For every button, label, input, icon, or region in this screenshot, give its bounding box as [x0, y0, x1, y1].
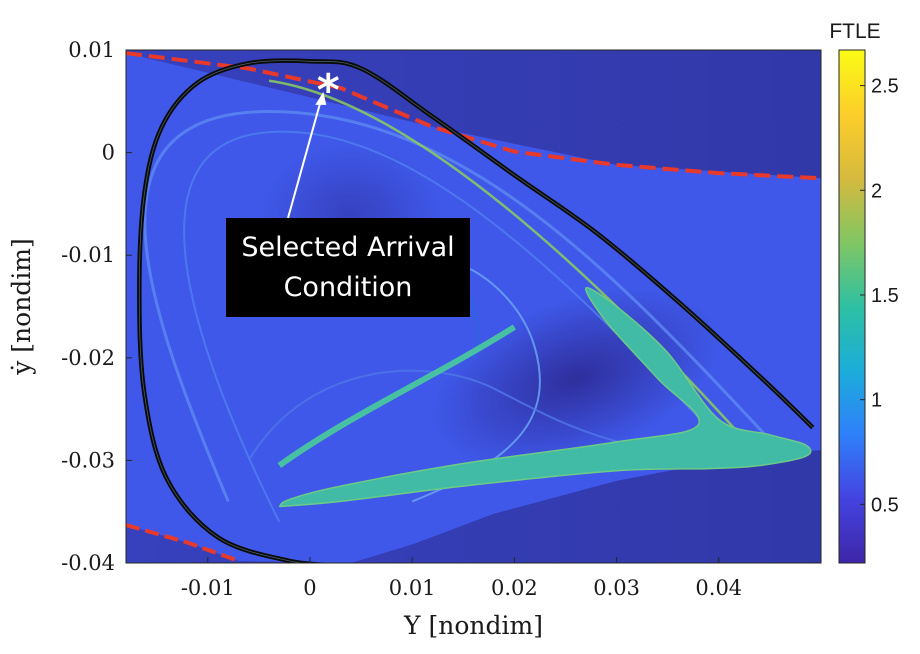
- ftle-high-branch: [277, 324, 516, 468]
- y-tick-label: -0.02: [61, 346, 115, 370]
- trajectory-curve-highlight: [138, 60, 814, 563]
- plot-frame: [125, 49, 822, 564]
- colorbar-tick-label: 1: [871, 390, 882, 412]
- colorbar: [838, 49, 866, 564]
- x-tick-label: -0.01: [181, 576, 235, 600]
- x-axis-label: Y [nondim]: [403, 611, 543, 640]
- y-tick-label: -0.01: [61, 243, 115, 267]
- colorbar-tick-label: 0.5: [871, 494, 899, 516]
- boundary-lower-dashed: [126, 523, 240, 563]
- selected-point-marker: *: [317, 65, 340, 116]
- ftle-ridge-2: [183, 130, 730, 523]
- x-tick-label: 0.04: [695, 576, 742, 600]
- y-tick-label: -0.04: [61, 551, 115, 575]
- annotation-arrow-line: [287, 98, 323, 219]
- annotation-box: [226, 218, 470, 317]
- ftle-high-band: [278, 286, 812, 508]
- y-tick-label: -0.03: [61, 448, 115, 472]
- x-tick-label: 0.01: [389, 576, 436, 600]
- annotation-text-line: Selected Arrival: [241, 232, 454, 263]
- y-tick-label: 0.01: [68, 38, 115, 62]
- annotation-arrow-head: [315, 91, 327, 105]
- annotation-text-line: Condition: [284, 272, 413, 303]
- y-tick-label: 0: [102, 141, 115, 165]
- colorbar-tick-label: 1.5: [871, 285, 899, 307]
- x-tick-label: 0.03: [593, 576, 640, 600]
- colorbar-title: FTLE: [829, 20, 880, 43]
- x-tick-label: 0.02: [491, 576, 538, 600]
- x-tick-label: 0: [303, 576, 316, 600]
- y-axis-label: ẏ [nondim]: [7, 238, 36, 376]
- colorbar-tick-label: 2.5: [871, 76, 899, 98]
- boundary-upper-dashed: [126, 51, 821, 181]
- ftle-ridge-1: [143, 110, 771, 503]
- colorbar-tick-label: 2: [871, 180, 882, 202]
